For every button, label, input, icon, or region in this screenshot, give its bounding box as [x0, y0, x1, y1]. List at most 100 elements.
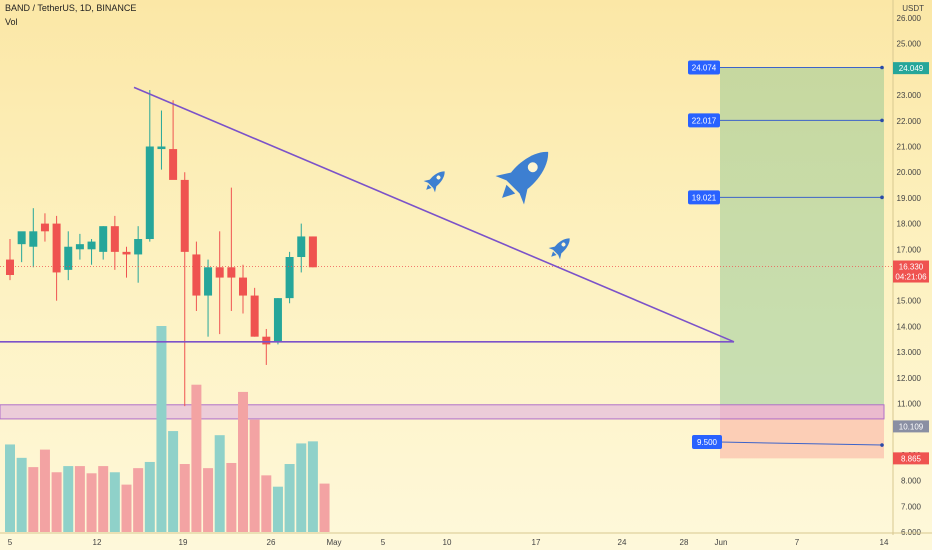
price-tick: 7.000: [901, 502, 922, 511]
volume-indicator-label: Vol: [5, 17, 18, 27]
time-tick: 7: [795, 538, 800, 547]
volume-bar: [319, 483, 330, 532]
zone-price-tag: [893, 420, 929, 433]
price-tick: 8.000: [901, 477, 922, 486]
price-tick: 12.000: [897, 374, 922, 383]
time-tick: 17: [532, 538, 541, 547]
candle-body: [262, 336, 271, 345]
price-tick: 18.000: [897, 220, 922, 229]
candle-body: [227, 267, 236, 278]
candle-body: [308, 236, 317, 268]
volume-bar: [86, 473, 97, 532]
volume-bar: [261, 475, 272, 532]
candle-body: [99, 226, 108, 252]
volume-bar: [74, 466, 85, 532]
time-tick: 28: [680, 538, 689, 547]
volume-bar: [63, 466, 74, 532]
candle-body: [215, 267, 224, 278]
candle-body: [297, 236, 306, 258]
target-label: [688, 113, 720, 128]
target-label-text: 19.021: [692, 193, 717, 202]
candle-body: [273, 298, 282, 342]
target-price-tag: [893, 62, 929, 75]
volume-bar: [203, 468, 214, 532]
price-tick: 22.000: [897, 117, 922, 126]
volume-bar: [191, 384, 202, 532]
time-tick: Jun: [715, 538, 728, 547]
candle-body: [6, 259, 14, 275]
price-tick: 21.000: [897, 143, 922, 152]
price-tick: 19.000: [897, 194, 922, 203]
candle-body: [122, 251, 131, 255]
volume-bar: [179, 464, 190, 532]
last-price-tag-text: 16.330: [899, 263, 924, 272]
volume-bar: [133, 468, 144, 532]
candle-body: [64, 246, 73, 270]
rocket-small-icon: [548, 238, 570, 260]
rocket-large-icon: [495, 151, 549, 205]
candle-body: [239, 277, 247, 296]
candle-body: [29, 231, 38, 247]
descending-trendline: [133, 86, 735, 343]
price-tick: 25.000: [897, 40, 922, 49]
target-dot: [880, 118, 884, 123]
price-tick: 15.000: [897, 297, 922, 306]
stop-label-text: 9.500: [697, 438, 718, 447]
target-dot: [880, 65, 884, 70]
candle-body: [87, 241, 96, 250]
target-label: [688, 190, 720, 205]
volume-bar: [51, 472, 62, 532]
target-label-text: 24.074: [692, 63, 717, 72]
price-tick: 17.000: [897, 245, 922, 254]
time-tick: 5: [381, 538, 386, 547]
price-tick: 23.000: [897, 91, 922, 100]
candle-body: [169, 149, 178, 180]
volume-bar: [272, 486, 283, 532]
stop-price-tag: [893, 452, 929, 465]
price-tick: 20.000: [897, 168, 922, 177]
volume-bar: [296, 443, 307, 532]
price-tick: 14.000: [897, 322, 922, 331]
volume-bar: [226, 462, 237, 532]
volume-bar: [109, 472, 120, 532]
symbol-title: BAND / TetherUS, 1D, BINANCE: [5, 3, 137, 13]
target-dot: [880, 195, 884, 200]
target-label: [688, 60, 720, 75]
volume-bar: [28, 467, 39, 532]
candle-body: [180, 179, 189, 252]
volume-bar: [39, 449, 50, 532]
currency-label: USDT: [902, 4, 924, 13]
volume-bar: [144, 461, 155, 532]
volume-bar: [16, 457, 27, 532]
candle-body: [192, 254, 201, 296]
target-label-text: 22.017: [692, 116, 717, 125]
volume-bar: [238, 391, 248, 532]
candle-body: [40, 223, 49, 232]
time-tick: 19: [179, 538, 188, 547]
candle-body: [204, 267, 213, 296]
time-tick: 12: [93, 538, 102, 547]
volume-bar: [249, 419, 260, 532]
volume-bar: [98, 466, 109, 532]
candle-body: [145, 146, 154, 240]
stop-label: [692, 435, 722, 450]
stop-line: [719, 441, 883, 446]
candle-body: [250, 295, 259, 337]
stop-dot: [880, 443, 884, 447]
zone-price-tag-text: 10.109: [899, 422, 924, 431]
volume-bar: [168, 431, 179, 532]
time-tick: May: [326, 538, 341, 547]
profit-zone: [720, 67, 884, 405]
rocket-small-icon: [423, 171, 445, 193]
price-tick: 11.000: [897, 400, 921, 409]
volume-bar: [156, 326, 167, 532]
time-tick: 5: [8, 538, 13, 547]
price-tick: 13.000: [897, 348, 922, 357]
candle-body: [134, 239, 143, 255]
candle-body: [157, 146, 166, 150]
candle-body: [285, 257, 294, 299]
time-tick: 10: [443, 538, 452, 547]
volume-bar: [307, 441, 318, 532]
candle-body: [17, 231, 26, 245]
